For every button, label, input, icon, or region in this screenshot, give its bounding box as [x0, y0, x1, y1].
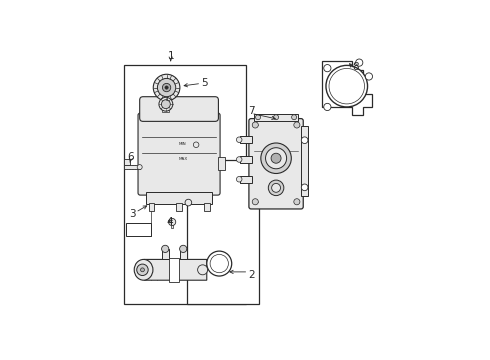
- Circle shape: [180, 245, 187, 252]
- Bar: [176, 203, 182, 211]
- Text: 8: 8: [352, 62, 358, 72]
- Bar: [180, 249, 187, 260]
- Circle shape: [159, 97, 173, 111]
- Text: MIN: MIN: [179, 142, 187, 146]
- Bar: [301, 126, 308, 196]
- FancyBboxPatch shape: [138, 113, 220, 195]
- Bar: [123, 66, 245, 304]
- Text: 3: 3: [129, 209, 136, 219]
- Circle shape: [237, 157, 242, 162]
- Bar: [162, 249, 169, 260]
- Circle shape: [294, 122, 300, 128]
- Bar: [240, 136, 252, 143]
- Circle shape: [366, 73, 372, 80]
- Bar: [254, 114, 298, 121]
- Text: 5: 5: [201, 78, 207, 89]
- Circle shape: [237, 176, 242, 182]
- Bar: [240, 156, 252, 163]
- Circle shape: [252, 122, 258, 128]
- Bar: [124, 165, 140, 169]
- Circle shape: [162, 84, 171, 92]
- Circle shape: [326, 66, 368, 107]
- Circle shape: [269, 180, 284, 195]
- Circle shape: [252, 199, 258, 205]
- Circle shape: [266, 148, 287, 169]
- Circle shape: [356, 59, 363, 66]
- Circle shape: [271, 183, 280, 192]
- Bar: [162, 104, 170, 112]
- Circle shape: [329, 68, 365, 104]
- Circle shape: [207, 251, 232, 276]
- Bar: [148, 203, 154, 211]
- Bar: [124, 159, 130, 165]
- Circle shape: [294, 199, 300, 205]
- Circle shape: [301, 137, 308, 144]
- Circle shape: [210, 255, 228, 273]
- Circle shape: [273, 115, 279, 120]
- Bar: [146, 192, 212, 204]
- Polygon shape: [140, 260, 207, 280]
- Circle shape: [261, 143, 292, 174]
- Bar: [170, 258, 179, 282]
- Circle shape: [162, 245, 169, 252]
- Circle shape: [165, 86, 168, 89]
- Bar: [240, 176, 252, 183]
- Circle shape: [271, 153, 281, 163]
- Circle shape: [292, 115, 296, 120]
- Bar: [171, 224, 173, 228]
- Text: 4: 4: [166, 217, 172, 227]
- Circle shape: [141, 268, 145, 272]
- Circle shape: [137, 165, 142, 170]
- Circle shape: [324, 103, 331, 111]
- Circle shape: [301, 184, 308, 191]
- Circle shape: [169, 219, 176, 226]
- Text: 7: 7: [248, 106, 254, 116]
- Circle shape: [161, 100, 171, 109]
- Circle shape: [256, 115, 261, 120]
- Circle shape: [197, 265, 208, 275]
- Text: 6: 6: [127, 152, 134, 162]
- Bar: [187, 159, 259, 304]
- Bar: [204, 203, 210, 211]
- Circle shape: [153, 74, 180, 101]
- Bar: [218, 157, 225, 170]
- Ellipse shape: [137, 264, 148, 275]
- Circle shape: [324, 64, 331, 72]
- Polygon shape: [322, 61, 372, 115]
- Ellipse shape: [134, 260, 153, 280]
- Bar: [126, 222, 151, 236]
- FancyBboxPatch shape: [249, 118, 303, 209]
- Text: MAX: MAX: [178, 157, 188, 161]
- Circle shape: [185, 199, 192, 206]
- Text: 1: 1: [168, 51, 174, 61]
- Circle shape: [194, 142, 199, 148]
- FancyBboxPatch shape: [140, 97, 219, 121]
- Text: 2: 2: [248, 270, 254, 280]
- Circle shape: [157, 78, 176, 97]
- Circle shape: [237, 137, 242, 143]
